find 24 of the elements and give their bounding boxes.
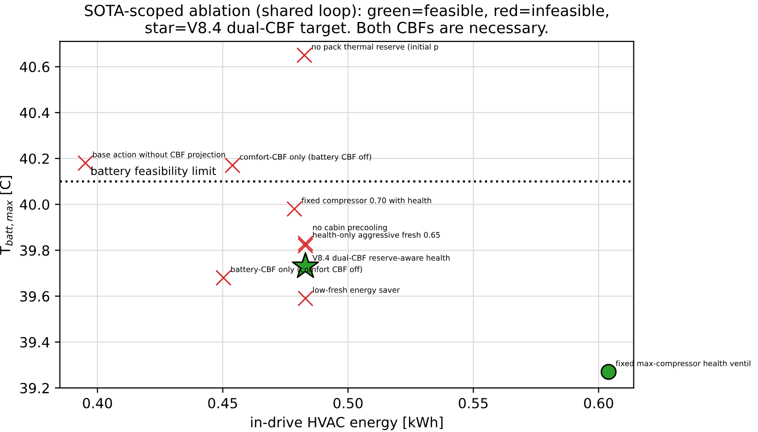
y-tick-label: 40.0 xyxy=(20,199,50,210)
chart-title: SOTA-scoped ablation (shared loop): green=feasible, red=infeasible, star=V8.4 dual-CBF target. Both CBFs are necessary. xyxy=(84,4,608,36)
point xyxy=(224,157,241,174)
y-tick-label: 39.8 xyxy=(20,245,50,256)
y-tick-label: 40.2 xyxy=(20,153,49,164)
point xyxy=(296,47,312,64)
x-tick-label: 0.45 xyxy=(208,398,237,408)
y-axis-title: T$_{batt,max}$ [C] xyxy=(0,176,14,255)
point xyxy=(216,270,232,286)
y-tick-label: 40.6 xyxy=(20,62,50,72)
x-tick-label: 0.60 xyxy=(584,398,614,408)
y-tick-label: 39.4 xyxy=(20,337,50,348)
x-tick-label: 0.55 xyxy=(458,398,488,408)
point xyxy=(600,364,617,380)
point xyxy=(77,155,94,172)
x-axis-title: in-drive HVAC energy [kWh] xyxy=(251,416,443,430)
ref-line-label: battery feasibility limit xyxy=(91,166,216,178)
y-tick-label: 40.4 xyxy=(20,108,50,118)
y-tick-label: 39.2 xyxy=(20,382,49,394)
point xyxy=(297,290,314,306)
x-tick-label: 0.40 xyxy=(82,398,112,408)
x-tick-label: 0.50 xyxy=(333,398,363,408)
point xyxy=(286,200,302,217)
y-tick-label: 39.6 xyxy=(20,291,50,302)
